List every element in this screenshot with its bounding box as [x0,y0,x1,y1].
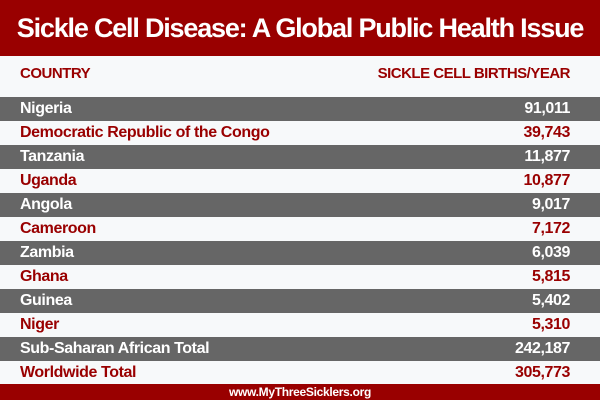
table-row: Angola 9,017 [0,193,600,217]
table-row: Ghana 5,815 [0,265,600,289]
births-cell: 5,402 [531,292,570,309]
country-cell: Ghana [20,268,68,285]
country-cell: Uganda [20,172,77,189]
footer-url: www.MyThreeSicklers.org [0,384,600,400]
table-row: Guinea 5,402 [0,289,600,313]
country-cell: Zambia [20,244,74,261]
births-cell: 10,877 [523,172,570,189]
births-cell: 6,039 [531,244,570,261]
births-cell: 91,011 [524,100,570,117]
table-row: Niger 5,310 [0,313,600,337]
births-cell: 7,172 [531,220,570,237]
births-cell: 305,773 [514,364,570,381]
births-cell: 11,877 [524,148,570,165]
country-cell: Sub-Saharan African Total [20,340,210,357]
country-cell: Tanzania [20,148,85,165]
births-cell: 242,187 [514,340,570,357]
births-cell: 9,017 [531,196,570,213]
table-row: Cameroon 7,172 [0,217,600,241]
country-cell: Worldwide Total [20,364,137,381]
country-cell: Angola [20,196,72,213]
country-cell: Democratic Republic of the Congo [20,124,270,141]
column-header-births: SICKLE CELL BIRTHS/YEAR [377,65,571,82]
table-row: Uganda 10,877 [0,169,600,193]
page-title: Sickle Cell Disease: A Global Public Hea… [0,0,600,56]
table-row: Tanzania 11,877 [0,145,600,169]
table-row: Sub-Saharan African Total 242,187 [0,337,600,361]
country-cell: Nigeria [20,100,72,117]
births-cell: 39,743 [523,124,570,141]
births-cell: 5,310 [531,316,570,333]
births-cell: 5,815 [531,268,570,285]
country-cell: Guinea [20,292,72,309]
country-cell: Niger [20,316,59,333]
column-header-country: COUNTRY [20,65,91,82]
table-row: Democratic Republic of the Congo 39,743 [0,121,600,145]
country-cell: Cameroon [20,220,96,237]
table-row: Nigeria 91,011 [0,97,600,121]
table-row: Zambia 6,039 [0,241,600,265]
table-row: Worldwide Total 305,773 [0,361,600,385]
data-table: Nigeria 91,011 Democratic Republic of the … [0,97,600,385]
